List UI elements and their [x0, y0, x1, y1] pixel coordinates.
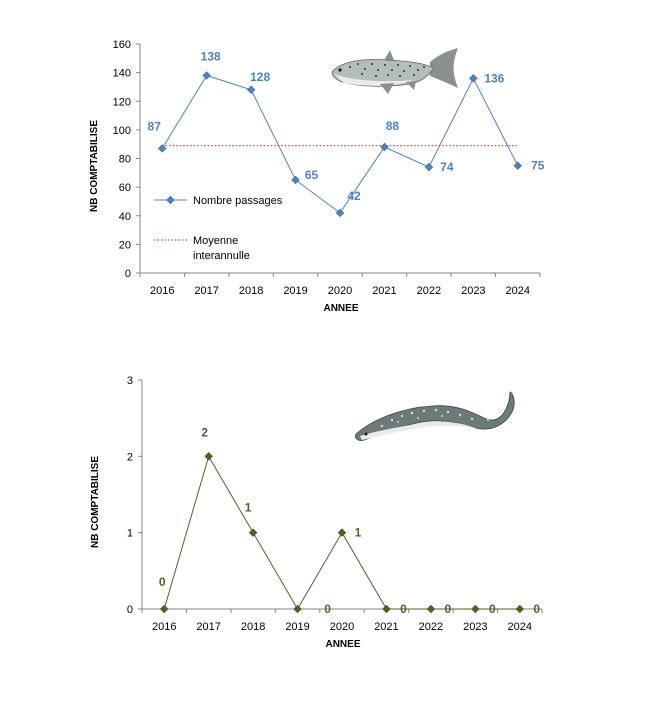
chart-1-series: 87 138 128 65 42 88 74 136 75: [148, 49, 545, 218]
x-tick-label: 2021: [372, 285, 396, 297]
x-tick-label: 2017: [196, 621, 220, 633]
data-label: 0: [400, 602, 407, 616]
y-tick-label: 40: [119, 211, 131, 223]
series-line: [161, 74, 519, 214]
data-label: 136: [484, 71, 504, 85]
data-label: 75: [531, 159, 545, 173]
data-label: 65: [305, 168, 319, 182]
data-point: [204, 451, 214, 461]
data-point: [246, 85, 256, 95]
chart-1-y-ticks: 0 20 40 60 80 100 120 140 160: [113, 39, 140, 280]
x-tick-label: 2022: [419, 621, 443, 633]
data-label: 2: [201, 425, 208, 439]
data-label: 1: [245, 501, 252, 515]
data-label: 138: [201, 49, 221, 63]
data-point: [470, 604, 480, 614]
x-tick-label: 2017: [194, 285, 218, 297]
chart-1-y-axis-title: NB COMPTABILISE: [89, 120, 100, 212]
x-tick-label: 2019: [285, 621, 309, 633]
data-point: [291, 175, 300, 185]
y-tick-label: 60: [119, 182, 131, 194]
x-tick-label: 2018: [241, 621, 265, 633]
x-tick-label: 2022: [417, 285, 441, 297]
chart-1-x-axis-title: ANNEE: [323, 303, 358, 314]
legend-nombre-passages-label: Nombre passages: [193, 195, 283, 207]
y-tick-label: 160: [113, 39, 131, 51]
data-point: [380, 142, 389, 152]
data-label: 128: [250, 70, 270, 84]
data-point: [426, 604, 436, 614]
data-point: [157, 144, 167, 153]
y-tick-label: 100: [113, 125, 131, 137]
data-point: [293, 604, 302, 614]
lamprey-illustration: [355, 391, 515, 441]
x-tick-label: 2020: [328, 285, 352, 297]
y-tick-label: 80: [119, 154, 131, 166]
y-tick-label: 120: [113, 96, 131, 108]
x-tick-label: 2023: [461, 285, 485, 297]
y-tick-label: 1: [127, 528, 133, 540]
x-tick-label: 2024: [506, 285, 530, 297]
data-point: [515, 604, 525, 614]
data-point: [468, 73, 478, 83]
data-label: 0: [324, 602, 331, 616]
data-label: 87: [148, 119, 162, 133]
data-label: 0: [159, 575, 166, 589]
x-tick-label: 2016: [152, 621, 176, 633]
chart-1: NB COMPTABILISE ANNEE 0 20 40 60 80 100 120 140…: [89, 39, 545, 314]
x-tick-label: 2018: [239, 285, 263, 297]
x-tick-label: 2020: [330, 621, 354, 633]
y-tick-label: 3: [127, 375, 133, 387]
y-tick-label: 140: [113, 68, 131, 80]
y-tick-label: 0: [127, 604, 133, 616]
legend-nombre-passages-marker: [166, 195, 175, 205]
data-label: 0: [533, 602, 540, 616]
y-tick-label: 2: [127, 451, 133, 463]
data-label: 1: [355, 526, 362, 540]
data-label: 0: [489, 602, 496, 616]
x-tick-label: 2024: [508, 621, 532, 633]
salmon-illustration: [331, 48, 458, 94]
chart-2-x-ticks: 2016 2017 2018 2019 2020 2021 2022 2023 2024: [141, 609, 543, 633]
data-label: 0: [445, 602, 452, 616]
x-tick-label: 2016: [150, 285, 174, 297]
x-tick-label: 2023: [463, 621, 487, 633]
legend-moyenne-label: Moyenne interannulle: [193, 235, 250, 262]
chart-2-y-ticks: 0 1 2 3: [127, 375, 142, 616]
y-tick-label: 0: [125, 268, 131, 280]
data-label: 42: [347, 189, 361, 203]
x-tick-label: 2021: [374, 621, 398, 633]
chart-2-x-axis-title: ANNEE: [325, 639, 360, 650]
legend-moyenne-label-line1: Moyenne: [193, 235, 238, 247]
data-label: 88: [386, 119, 400, 133]
data-point: [424, 162, 434, 172]
data-point: [513, 161, 523, 171]
x-tick-label: 2019: [283, 285, 307, 297]
data-point: [159, 604, 169, 614]
data-point: [382, 604, 391, 614]
chart-1-legend: Nombre passages Moyenne interannulle: [154, 195, 283, 262]
data-point: [248, 528, 258, 538]
legend-moyenne-label-line2: interannulle: [193, 250, 250, 262]
chart-2-series: 0 2 1 0 1 0 0 0 0: [159, 425, 541, 616]
chart-2-y-axis-title: NB COMPTABILISE: [90, 456, 101, 548]
y-tick-label: 20: [119, 239, 131, 251]
data-point: [335, 208, 345, 218]
data-point: [337, 528, 347, 538]
data-label: 74: [440, 160, 454, 174]
data-point: [202, 71, 212, 80]
chart-1-x-ticks: 2016 2017 2018 2019 2020 2021 2022 2023 2024: [139, 273, 541, 297]
